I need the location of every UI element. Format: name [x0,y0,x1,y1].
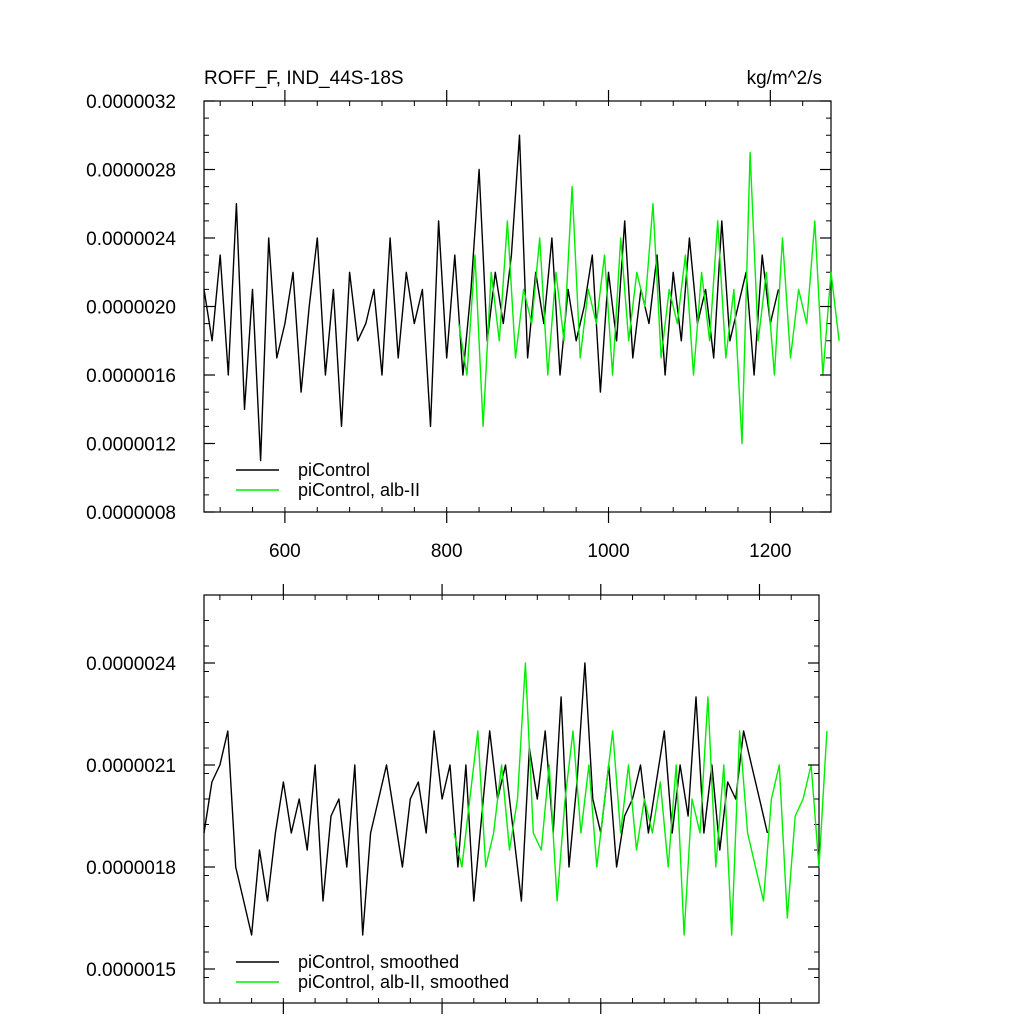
x-tick-label: 1200 [749,541,791,562]
axis-ticks [204,584,819,1014]
axis-ticks [204,90,831,523]
x-tick-label: 600 [269,541,301,562]
x-tick-label: 1000 [587,541,629,562]
y-tick-label: 0.0000008 [86,503,176,524]
legend-label: piControl [298,460,370,480]
y-tick-label: 0.0000020 [86,298,176,319]
y-tick-label: 0.0000021 [86,756,176,777]
legend-label: piControl, alb-II [298,480,420,500]
x-tick-labels: 600 800 1000 1200 [269,541,791,562]
series-line [453,662,828,936]
bottom-chart-panel: 0.0000015 0.0000018 0.0000021 0.0000024 piC… [86,584,828,1014]
legend-label: piControl, smoothed [298,952,459,972]
series-line [203,662,769,936]
y-tick-label: 0.0000024 [86,229,176,250]
x-tick-label: 800 [431,541,463,562]
legend-label: piControl, alb-II, smoothed [298,972,509,992]
legend: piControl, smoothed piControl, alb-II, s… [236,952,509,992]
y-tick-label: 0.0000028 [86,161,176,182]
y-tick-label: 0.0000012 [86,435,176,456]
series-line [458,151,840,445]
y-tick-label: 0.0000024 [86,654,176,675]
series-line [203,134,780,462]
y-tick-labels: 0.0000008 0.0000012 0.0000016 0.0000020 0.00… [86,92,176,524]
series-group [203,134,840,462]
chart-title: ROFF_F, IND_44S-18S [204,68,404,89]
units-label: kg/m^2/s [747,68,822,89]
y-tick-label: 0.0000015 [86,960,176,981]
y-tick-label: 0.0000016 [86,366,176,387]
minor-ticks [204,594,819,1004]
top-chart-panel: ROFF_F, IND_44S-18S kg/m^2/s 0.00000080.… [86,68,840,562]
y-tick-label: 0.0000018 [86,858,176,879]
y-tick-label: 0.0000032 [86,92,176,113]
legend: piControl piControl, alb-II [236,460,420,500]
y-tick-labels: 0.0000015 0.0000018 0.0000021 0.0000024 [86,654,176,981]
series-group [203,662,828,936]
plot-frame [203,594,820,1004]
